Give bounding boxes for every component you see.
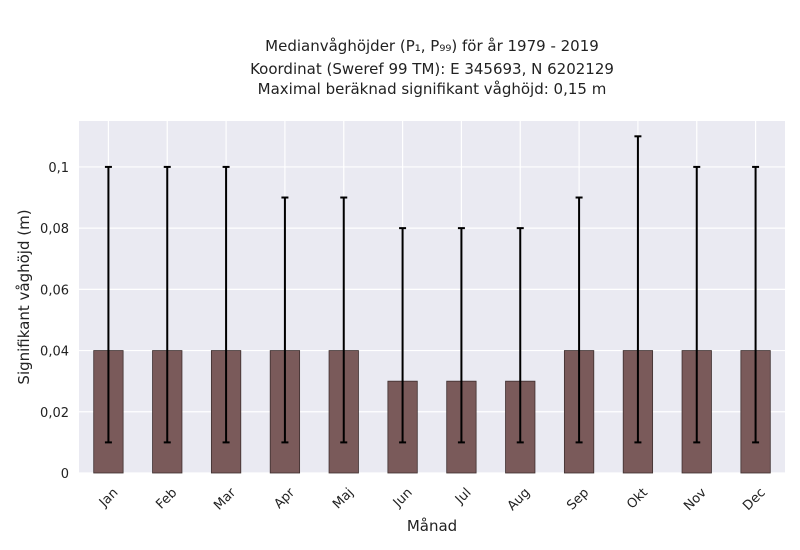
error-bar-apr	[281, 196, 289, 444]
error-bar-jan	[104, 165, 112, 444]
error-bars	[104, 135, 760, 444]
error-bar-maj	[340, 196, 348, 444]
error-bar-jul	[457, 227, 465, 444]
x-tick-label-jan: Jan	[96, 485, 121, 510]
x-tick-label-feb: Feb	[153, 485, 180, 512]
x-tick-label-apr: Apr	[271, 485, 298, 512]
y-tick-label: 0,04	[40, 345, 69, 360]
error-bar-aug	[516, 227, 524, 444]
y-axis-ticks: 0 0,02 0,04 0,06 0,08 0,1	[40, 161, 69, 482]
y-axis-label: Signifikant våghöjd (m)	[15, 209, 33, 384]
chart-title-line-1: Medianvåghöjder (P₁, P₉₉) för år 1979 - …	[265, 37, 599, 55]
x-tick-label-nov: Nov	[681, 485, 710, 514]
x-tick-label-okt: Okt	[624, 485, 651, 512]
x-tick-label-jul: Jul	[452, 485, 474, 507]
plot-area	[79, 121, 785, 473]
error-bar-okt	[634, 135, 642, 444]
chart-title-line-2: Koordinat (Sweref 99 TM): E 345693, N 62…	[250, 60, 614, 78]
chart-title-line-3: Maximal beräknad signifikant våghöjd: 0,…	[258, 80, 607, 98]
x-tick-label-maj: Maj	[330, 485, 357, 512]
y-tick-label: 0,06	[40, 283, 69, 298]
chart-title: Medianvåghöjder (P₁, P₉₉) för år 1979 - …	[250, 37, 614, 98]
x-tick-label-mar: Mar	[211, 485, 239, 513]
error-bar-jun	[399, 227, 407, 444]
y-tick-label: 0,08	[40, 222, 69, 237]
error-bar-nov	[693, 165, 701, 444]
x-tick-label-aug: Aug	[505, 485, 534, 514]
x-axis-ticks: Jan Feb Mar Apr Maj Jun Jul Aug Sep Okt Nov Dec	[96, 485, 769, 514]
x-tick-label-dec: Dec	[740, 485, 768, 513]
error-bar-mar	[222, 165, 230, 444]
y-tick-label: 0	[61, 467, 69, 482]
error-bar-sep	[575, 196, 583, 444]
x-tick-label-sep: Sep	[564, 485, 592, 513]
y-tick-label: 0,1	[48, 161, 69, 176]
error-bar-feb	[163, 165, 171, 444]
y-tick-label: 0,02	[40, 406, 69, 421]
error-bar-dec	[752, 165, 760, 444]
x-tick-label-jun: Jun	[390, 485, 416, 511]
x-axis-label: Månad	[407, 517, 457, 535]
